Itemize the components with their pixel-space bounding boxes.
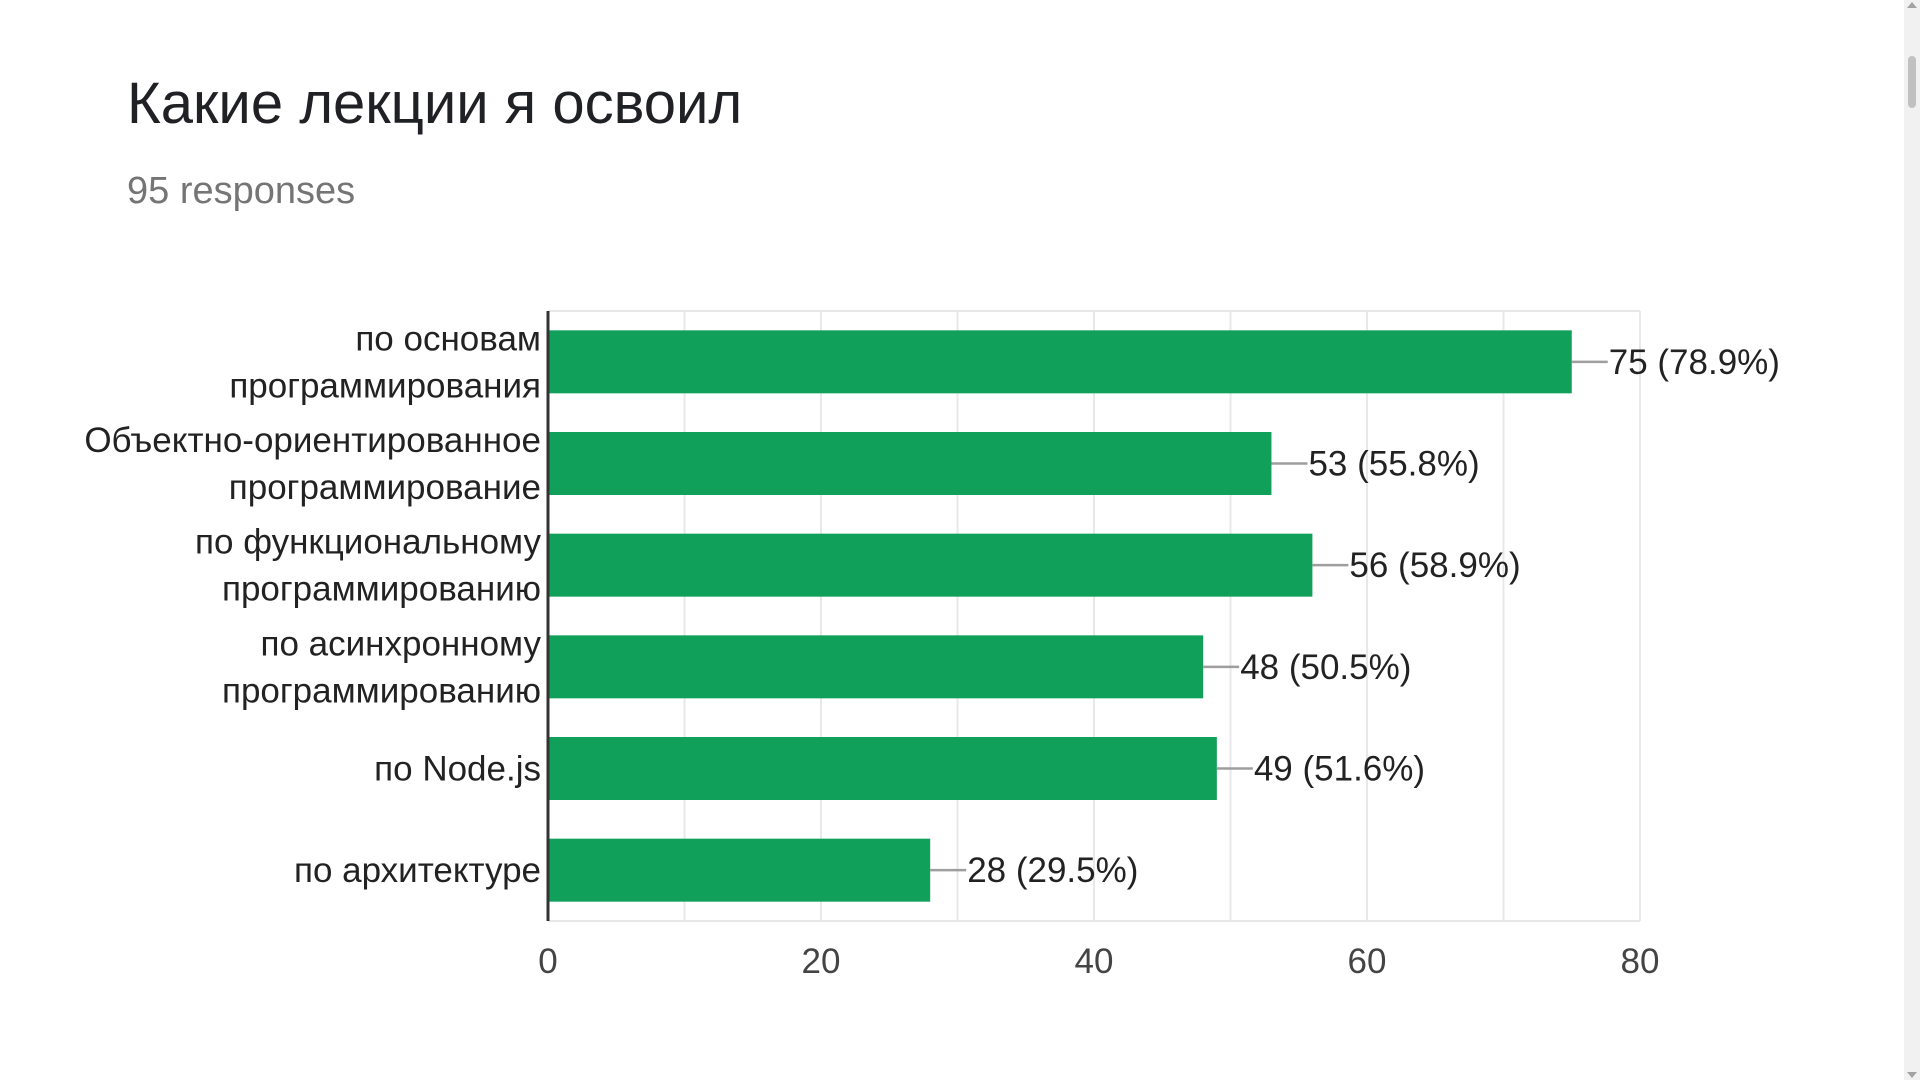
- category-label: по функциональному: [195, 523, 541, 562]
- bar: [548, 533, 1313, 597]
- bar: [548, 330, 1572, 394]
- grid-lines: [547, 310, 1641, 922]
- data-label: 75 (78.9%): [1609, 343, 1780, 382]
- labels: 75 (78.9%) по основам программирования 53 (…: [84, 319, 1780, 890]
- category-label: по асинхронному: [261, 624, 542, 663]
- x-tick-label: 80: [1621, 942, 1660, 981]
- data-label: 48 (50.5%): [1240, 648, 1411, 687]
- category-label: программирования: [229, 366, 541, 405]
- bar: [548, 635, 1204, 699]
- bar: [548, 838, 931, 902]
- x-tick-label: 20: [802, 942, 841, 981]
- category-label: программированию: [222, 671, 541, 710]
- bar: [548, 737, 1217, 800]
- scroll-up-arrow-icon[interactable]: [1907, 2, 1917, 8]
- category-label: по архитектуре: [294, 851, 541, 890]
- x-tick-label: 60: [1348, 942, 1387, 981]
- category-label: по Node.js: [374, 750, 541, 789]
- category-label: программирование: [229, 468, 541, 507]
- bars: [548, 330, 1572, 902]
- page-title: Какие лекции я освоил: [127, 71, 743, 136]
- scroll-thumb[interactable]: [1908, 56, 1916, 108]
- category-label: по основам: [355, 319, 541, 358]
- x-tick-label: 0: [538, 942, 557, 981]
- category-label: программированию: [222, 570, 541, 609]
- scroll-down-arrow-icon[interactable]: [1907, 1072, 1917, 1078]
- vertical-scrollbar[interactable]: [1904, 0, 1920, 1080]
- response-count: 95 responses: [127, 170, 356, 212]
- bar: [548, 432, 1272, 495]
- data-label: 56 (58.9%): [1349, 546, 1520, 585]
- category-label: Объектно-ориентированное: [84, 421, 541, 460]
- data-label: 53 (55.8%): [1308, 445, 1479, 484]
- axes: 0 20 40 60 80: [538, 311, 1659, 981]
- data-label: 28 (29.5%): [967, 851, 1138, 890]
- data-label: 49 (51.6%): [1254, 750, 1425, 789]
- x-tick-label: 40: [1075, 942, 1114, 981]
